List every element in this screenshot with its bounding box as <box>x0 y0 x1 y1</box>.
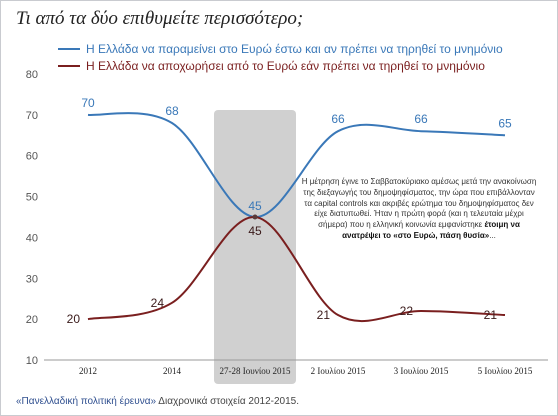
x-tick-label: 2012 <box>79 366 97 376</box>
annotation-text: Η μέτρηση έγινε το Σαββατοκύριακο αμέσως… <box>301 177 537 230</box>
chart-footer: «Πανελλαδική πολιτική έρευνα» Διαχρονικά… <box>16 396 299 407</box>
data-label-stay: 65 <box>498 116 512 130</box>
data-label-leave: 24 <box>151 296 165 310</box>
y-tick-label: 50 <box>26 192 38 204</box>
y-tick-label: 60 <box>26 151 38 163</box>
data-label-stay: 45 <box>248 199 262 213</box>
crossing-point <box>252 214 258 220</box>
footer-survey-name: «Πανελλαδική πολιτική έρευνα» <box>16 396 157 407</box>
y-tick-label: 70 <box>26 110 38 122</box>
legend-label-stay: Η Ελλάδα να παραμείνει στο Ευρώ έστω και… <box>86 42 503 56</box>
chart-title: Τι από τα δύο επιθυμείτε περισσότερο; <box>16 8 304 29</box>
annotation-note: Η μέτρηση έγινε το Σαββατοκύριακο αμέσως… <box>300 177 538 242</box>
annotation-ellipsis: ... <box>489 230 496 240</box>
data-label-leave: 20 <box>67 312 81 326</box>
data-label-leave: 22 <box>400 304 414 318</box>
footer-detail: Διαχρονικά στοιχεία 2012-2015. <box>156 396 299 407</box>
series-line-leave <box>87 215 506 323</box>
data-label-stay: 68 <box>165 104 179 118</box>
x-tick-label: 2014 <box>163 366 182 376</box>
x-tick-label: 3 Ιουλίου 2015 <box>394 366 449 376</box>
legend-entry-leave: Η Ελλάδα να αποχωρήσει από το Ευρώ εάν π… <box>58 59 485 73</box>
x-tick-label: 2 Ιουλίου 2015 <box>311 366 366 376</box>
legend-swatch-stay <box>58 48 80 50</box>
y-tick-label: 20 <box>26 314 38 326</box>
y-tick-label: 30 <box>26 273 38 285</box>
y-tick-label: 80 <box>26 69 38 81</box>
legend-swatch-leave <box>58 65 80 67</box>
data-label-leave: 21 <box>317 308 331 322</box>
annotation-bold-text: έτοιμη να ανατρέψει το «στο Ευρώ, πάση θ… <box>342 220 520 240</box>
data-label-leave: 21 <box>484 308 498 322</box>
data-label-leave: 45 <box>248 224 262 238</box>
data-label-stay: 70 <box>81 96 95 110</box>
data-label-stay: 66 <box>331 112 345 126</box>
x-tick-label: 5 Ιουλίου 2015 <box>478 366 533 376</box>
data-label-stay: 66 <box>414 112 428 126</box>
y-tick-label: 40 <box>26 232 38 244</box>
y-tick-label: 10 <box>26 355 38 367</box>
legend-label-leave: Η Ελλάδα να αποχωρήσει από το Ευρώ εάν π… <box>86 59 485 73</box>
series-line-stay <box>87 112 506 219</box>
x-tick-label: 27-28 Ιουνίου 2015 <box>220 366 291 376</box>
legend-entry-stay: Η Ελλάδα να παραμείνει στο Ευρώ έστω και… <box>58 42 503 56</box>
highlight-band <box>214 110 296 384</box>
